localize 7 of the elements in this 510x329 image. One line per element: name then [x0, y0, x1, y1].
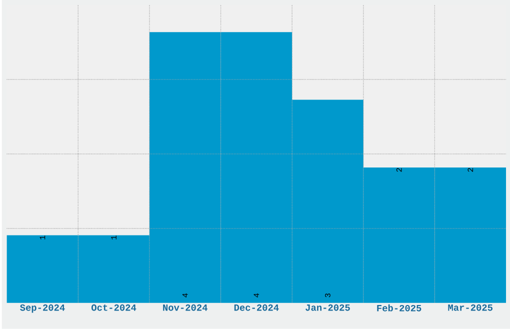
x-tick-label: Sep-2024: [20, 304, 65, 313]
x-tick-label: Oct-2024: [91, 304, 136, 311]
x-tick-label: Feb-2025: [377, 304, 422, 312]
x-tick-label: Nov-2024: [163, 304, 208, 311]
x-tick-label: Jan-2025: [306, 304, 350, 311]
x-tick-label: Dec-2024: [234, 304, 279, 311]
x-tick-label: Mar-2025: [448, 304, 492, 311]
